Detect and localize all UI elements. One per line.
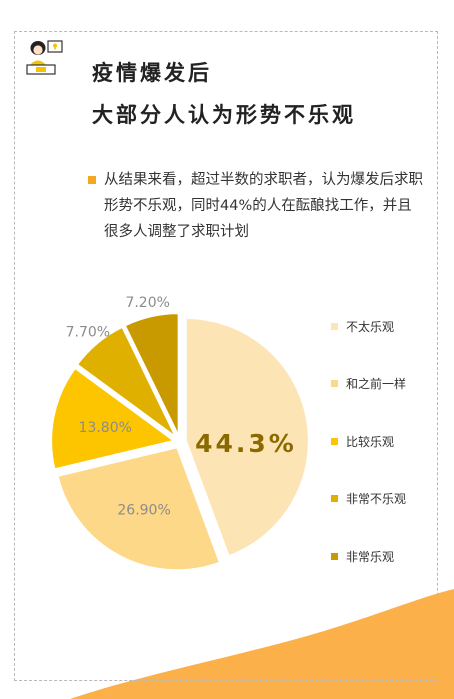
pie-slice — [75, 325, 178, 439]
page-title-line2: 大部分人认为形势不乐观 — [92, 103, 356, 127]
legend-swatch — [331, 437, 338, 445]
chart-legend: 不太乐观和之前一样比较乐观非常不乐观非常乐观 — [331, 316, 406, 604]
legend-item: 比较乐观 — [331, 431, 406, 451]
slice-data-label: 13.80% — [79, 420, 132, 436]
slice-data-label: 26.90% — [117, 502, 170, 518]
pie-slice — [50, 366, 177, 471]
legend-label: 非常不乐观 — [346, 492, 407, 506]
legend-swatch — [331, 552, 338, 560]
person-at-laptop-icon — [26, 40, 63, 75]
legend-label: 非常乐观 — [346, 549, 395, 564]
pie-slice — [56, 446, 222, 572]
legend-swatch — [331, 495, 338, 502]
center-percentage-label: 44.3% — [195, 429, 297, 458]
dashed-frame — [14, 31, 438, 681]
legend-item: 不太乐观 — [331, 316, 406, 336]
legend-label: 比较乐观 — [346, 434, 395, 449]
legend-swatch — [331, 322, 338, 330]
pie-slice — [184, 316, 310, 558]
summary-text: 从结果来看，超过半数的求职者，认为爆发后求职形势不乐观，同时44%的人在酝酿找工… — [104, 172, 423, 240]
pie-slice — [123, 312, 180, 437]
legend-label: 和之前一样 — [346, 377, 407, 391]
slice-data-label: 7.20% — [125, 295, 169, 311]
legend-swatch — [331, 380, 338, 387]
page-title-line1: 疫情爆发后 — [92, 61, 212, 85]
bullet-square-icon — [88, 176, 96, 184]
legend-item: 非常乐观 — [331, 546, 406, 566]
legend-label: 不太乐观 — [346, 319, 395, 334]
slice-data-label: 7.70% — [66, 324, 110, 340]
legend-item: 和之前一样 — [331, 374, 406, 394]
legend-item: 非常不乐观 — [331, 489, 406, 509]
